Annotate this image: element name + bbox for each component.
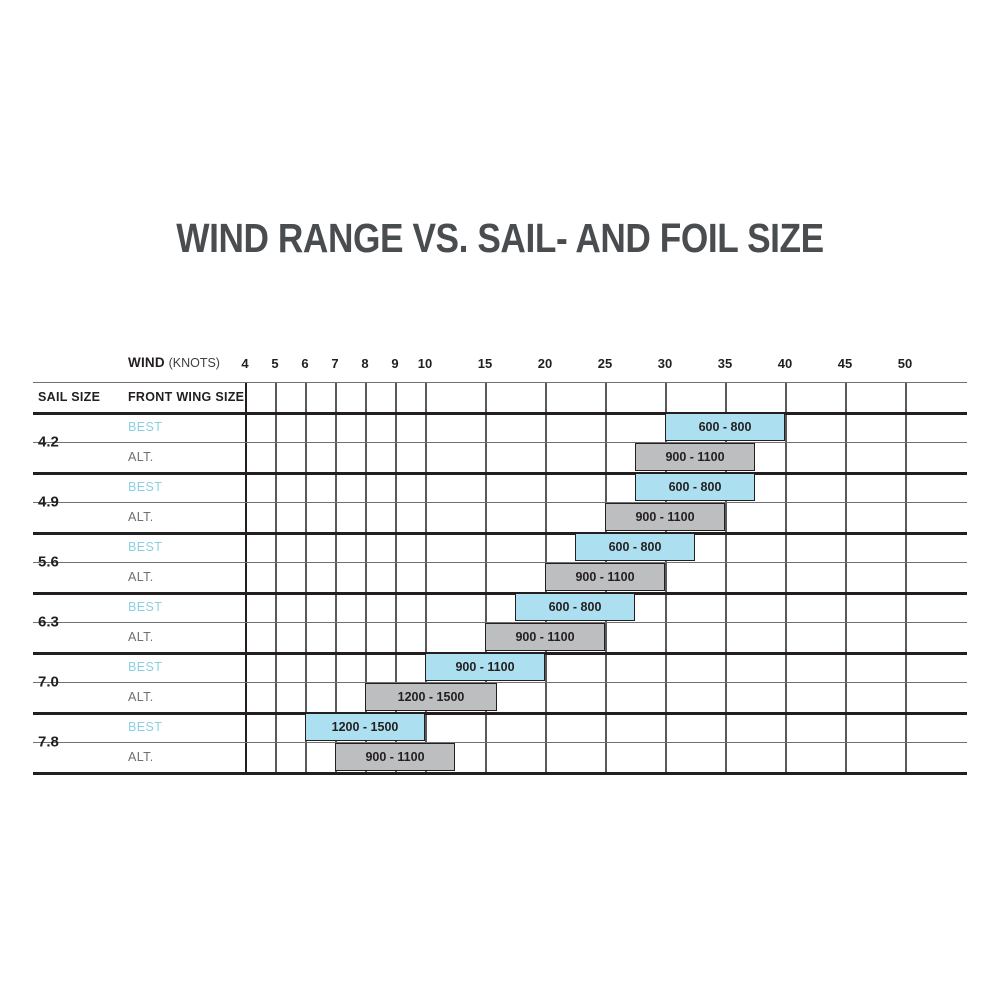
page-title: WIND RANGE VS. SAIL- AND FOIL SIZE: [176, 215, 824, 261]
gridline-10-knots: [425, 382, 427, 772]
rule-row-4.2-bottom: [33, 472, 967, 475]
rule-row-7.8-bottom: [33, 772, 967, 775]
gridline-8-knots: [365, 382, 367, 772]
bar-4.9-best[interactable]: 600 - 800: [635, 473, 755, 501]
x-axis-tick-50: 50: [897, 356, 913, 371]
bar-5.6-alt[interactable]: 900 - 1100: [545, 563, 665, 591]
gridline-30-knots: [665, 382, 667, 772]
best-label-7.0: BEST: [128, 660, 163, 674]
knots-label: (KNOTS): [168, 356, 220, 370]
rule-row-5.6-mid: [33, 562, 967, 563]
x-axis-tick-7: 7: [331, 356, 339, 371]
gridline-5-knots: [275, 382, 277, 772]
best-label-7.8: BEST: [128, 720, 163, 734]
sail-size-label-4.9: 4.9: [38, 493, 59, 511]
alt-label-4.2: ALT.: [128, 450, 154, 464]
x-axis-tick-10: 10: [417, 356, 433, 371]
x-axis-tick-45: 45: [837, 356, 853, 371]
bar-6.3-best[interactable]: 600 - 800: [515, 593, 635, 621]
bar-7.8-best[interactable]: 1200 - 1500: [305, 713, 425, 741]
alt-label-7.0: ALT.: [128, 690, 154, 704]
x-axis-tick-6: 6: [301, 356, 309, 371]
bar-7.0-best[interactable]: 900 - 1100: [425, 653, 545, 681]
gridline-7-knots: [335, 382, 337, 772]
best-label-6.3: BEST: [128, 600, 163, 614]
x-axis-tick-35: 35: [717, 356, 733, 371]
alt-label-5.6: ALT.: [128, 570, 154, 584]
gridline-40-knots: [785, 382, 787, 772]
bar-6.3-alt[interactable]: 900 - 1100: [485, 623, 605, 651]
gridline-50-knots: [905, 382, 907, 772]
column-header-front-wing-size: FRONT WING SIZE: [128, 390, 245, 404]
best-label-4.9: BEST: [128, 480, 163, 494]
rule-under-wind-header: [33, 382, 967, 383]
x-axis-tick-5: 5: [271, 356, 279, 371]
bar-5.6-best[interactable]: 600 - 800: [575, 533, 695, 561]
x-axis-tick-9: 9: [391, 356, 399, 371]
bar-7.0-alt[interactable]: 1200 - 1500: [365, 683, 497, 711]
rule-row-7.0-bottom: [33, 712, 967, 715]
rule-row-4.2-mid: [33, 442, 967, 443]
gridline-9-knots: [395, 382, 397, 772]
gridline-15-knots: [485, 382, 487, 772]
best-label-4.2: BEST: [128, 420, 163, 434]
rule-under-column-headers: [33, 412, 967, 415]
alt-label-6.3: ALT.: [128, 630, 154, 644]
alt-label-7.8: ALT.: [128, 750, 154, 764]
wind-knots-header: WIND (KNOTS): [128, 355, 220, 370]
wind-range-table: WIND (KNOTS) SAIL SIZE FRONT WING SIZE 4…: [33, 352, 967, 776]
bar-4.2-alt[interactable]: 900 - 1100: [635, 443, 755, 471]
gridline-6-knots: [305, 382, 307, 772]
rule-row-4.9-mid: [33, 502, 967, 503]
sail-size-label-4.2: 4.2: [38, 433, 59, 451]
sail-size-label-6.3: 6.3: [38, 613, 59, 631]
bar-7.8-alt[interactable]: 900 - 1100: [335, 743, 455, 771]
rule-row-5.6-bottom: [33, 592, 967, 595]
x-axis-tick-25: 25: [597, 356, 613, 371]
rule-row-7.8-mid: [33, 742, 967, 743]
sail-size-label-7.0: 7.0: [38, 673, 59, 691]
sail-size-label-7.8: 7.8: [38, 733, 59, 751]
gridline-45-knots: [845, 382, 847, 772]
sail-size-label-5.6: 5.6: [38, 553, 59, 571]
bar-4.2-best[interactable]: 600 - 800: [665, 413, 785, 441]
bar-4.9-alt[interactable]: 900 - 1100: [605, 503, 725, 531]
wind-label: WIND: [128, 355, 165, 370]
x-axis-tick-40: 40: [777, 356, 793, 371]
x-axis-tick-4: 4: [241, 356, 249, 371]
gridline-4-knots: [245, 382, 247, 772]
best-label-5.6: BEST: [128, 540, 163, 554]
rule-row-7.0-mid: [33, 682, 967, 683]
x-axis-tick-30: 30: [657, 356, 673, 371]
x-axis-tick-15: 15: [477, 356, 493, 371]
rule-row-6.3-mid: [33, 622, 967, 623]
alt-label-4.9: ALT.: [128, 510, 154, 524]
x-axis-tick-8: 8: [361, 356, 369, 371]
gridline-35-knots: [725, 382, 727, 772]
rule-row-4.9-bottom: [33, 532, 967, 535]
column-header-sail-size: SAIL SIZE: [38, 390, 101, 404]
x-axis-tick-20: 20: [537, 356, 553, 371]
